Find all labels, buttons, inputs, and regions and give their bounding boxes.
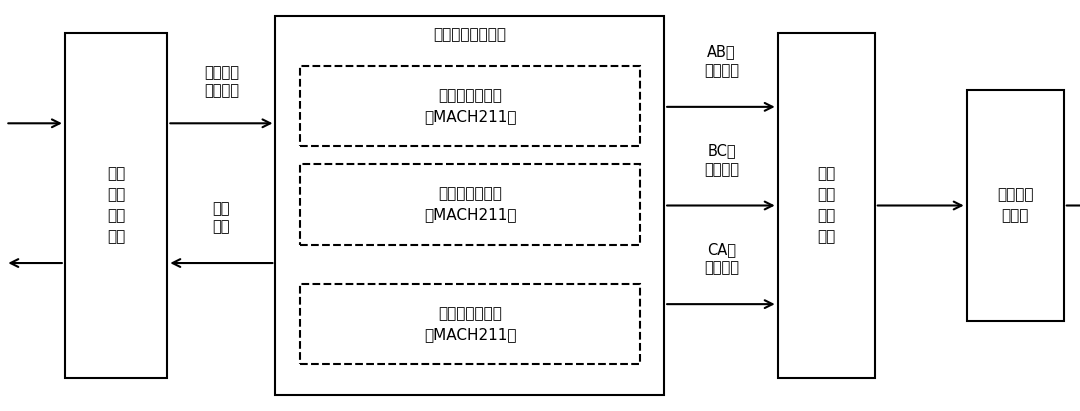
Text: 至晶闸管
电子板: 至晶闸管 电子板 [997,187,1034,224]
Text: AB相
编码信号: AB相 编码信号 [704,44,739,78]
Bar [300,66,640,146]
Text: CA相
编码信号: CA相 编码信号 [704,242,739,275]
Text: 可编程逻辑器件
（MACH211）: 可编程逻辑器件 （MACH211） [424,306,516,342]
Text: 光电
驱动
接口
电路: 光电 驱动 接口 电路 [818,166,835,245]
Text: BC相
编码信号: BC相 编码信号 [704,143,739,177]
Text: 可编程逻辑器件
（MACH211）: 可编程逻辑器件 （MACH211） [424,187,516,222]
Bar [967,90,1064,321]
Bar [300,164,640,245]
Text: 信号
输入
输出
通道: 信号 输入 输出 通道 [107,166,125,245]
Text: 可编程逻辑器件
（MACH211）: 可编程逻辑器件 （MACH211） [424,88,516,124]
Text: 调理后的
输入信号: 调理后的 输入信号 [204,65,239,99]
Text: 脉冲编码生成电路: 脉冲编码生成电路 [433,27,507,42]
Bar [778,33,875,378]
Text: 输出
信号: 输出 信号 [213,201,230,234]
Bar [300,284,640,364]
Bar [65,33,167,378]
Bar [275,16,664,395]
